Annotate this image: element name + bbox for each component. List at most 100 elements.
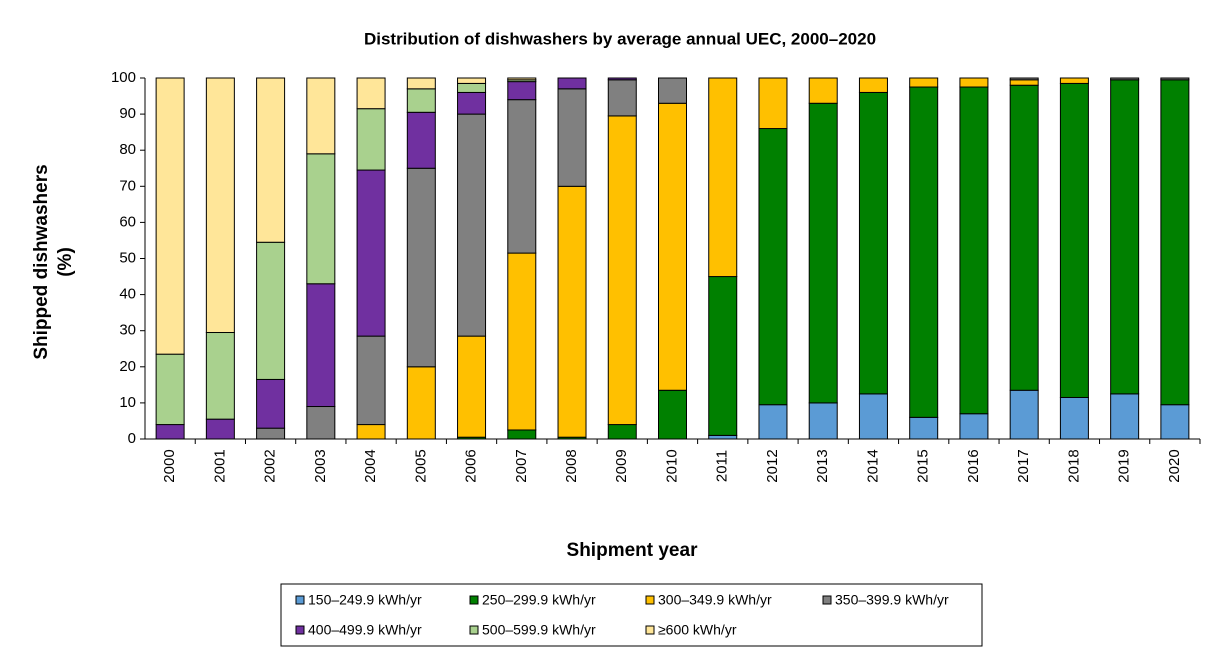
legend-swatch: [645, 595, 655, 605]
legend-swatch: [295, 595, 305, 605]
bar-segment: [1009, 79, 1039, 86]
bar-segment: [808, 102, 838, 404]
bar-segment: [205, 332, 235, 420]
bar-segment: [155, 77, 185, 355]
bar-segment: [1009, 84, 1039, 391]
bar-segment: [758, 77, 788, 130]
x-tick-label: 2016: [965, 449, 982, 482]
bar-segment: [507, 81, 537, 101]
bar-segment: [858, 393, 888, 440]
y-tick-label: 30: [119, 322, 136, 339]
y-tick-label: 60: [119, 213, 136, 230]
bar-segment: [457, 77, 487, 84]
bar-segment: [205, 418, 235, 440]
bar-segment: [256, 427, 286, 440]
bar-segment: [1059, 396, 1089, 440]
bar-segment: [406, 111, 436, 169]
x-axis-title: Shipment year: [567, 540, 699, 561]
bar-segment: [858, 77, 888, 93]
x-tick-label: 2004: [362, 449, 379, 482]
bar-segment: [256, 77, 286, 243]
y-tick-label: 10: [119, 394, 136, 411]
legend-label: 150–249.9 kWh/yr: [308, 592, 422, 608]
x-tick-label: 2003: [312, 449, 329, 482]
bar-segment: [306, 406, 336, 440]
bar-segment: [356, 108, 386, 171]
bar-segment: [858, 91, 888, 395]
bar-segment: [457, 82, 487, 93]
x-tick-label: 2017: [1015, 449, 1032, 482]
bar-segment: [507, 77, 537, 81]
x-tick-label: 2014: [864, 449, 881, 482]
bar-segment: [256, 378, 286, 429]
bar-segment: [306, 77, 336, 155]
bar-segment: [1160, 404, 1190, 440]
bar-segment: [507, 99, 537, 254]
x-tick-label: 2015: [915, 449, 932, 482]
x-tick-label: 2008: [563, 449, 580, 482]
bar-segment: [356, 424, 386, 440]
y-tick-label: 0: [128, 430, 136, 447]
x-tick-label: 2010: [663, 449, 680, 482]
bar-segment: [356, 77, 386, 110]
bar-segment: [1009, 389, 1039, 440]
bar-segment: [1009, 77, 1039, 81]
bar-segment: [708, 77, 738, 278]
y-tick-label: 40: [119, 286, 136, 303]
bar-segment: [557, 77, 587, 90]
bar-segment: [1110, 77, 1140, 81]
y-axis-title: (%): [55, 247, 76, 277]
bar-segment: [808, 77, 838, 104]
bar-segment: [1059, 77, 1089, 84]
bar-segment: [155, 424, 185, 440]
bar-segment: [909, 77, 939, 88]
legend-label: 250–299.9 kWh/yr: [482, 592, 596, 608]
bar-segment: [1160, 77, 1190, 81]
x-tick-label: 2007: [513, 449, 530, 482]
bar-segment: [658, 102, 687, 391]
y-tick-label: 100: [111, 69, 136, 86]
legend-swatch: [295, 625, 305, 635]
legend-box: [280, 583, 983, 647]
legend-swatch: [469, 625, 479, 635]
bar-segment: [909, 416, 939, 440]
bar-segment: [708, 276, 738, 436]
legend-swatch: [645, 625, 655, 635]
chart-title: Distribution of dishwashers by average a…: [364, 29, 876, 48]
bar-segment: [607, 115, 637, 426]
bar-segment: [808, 402, 838, 440]
legend-label: 300–349.9 kWh/yr: [658, 592, 772, 608]
x-tick-label: 2018: [1065, 449, 1082, 482]
bar-segment: [1110, 79, 1140, 395]
x-tick-label: 2013: [814, 449, 831, 482]
x-tick-label: 2020: [1166, 449, 1183, 482]
bar-segment: [155, 353, 185, 426]
bar-segment: [356, 169, 386, 337]
x-tick-label: 2001: [211, 449, 228, 482]
bar-segment: [406, 77, 436, 90]
bar-segment: [607, 77, 637, 81]
bar-segment: [1059, 82, 1089, 398]
bar-segment: [658, 77, 687, 104]
bar-segment: [708, 434, 738, 440]
legend-swatch: [469, 595, 479, 605]
bar-segment: [457, 113, 487, 337]
bar-segment: [356, 335, 386, 426]
y-tick-label: 70: [119, 177, 136, 194]
x-tick-label: 2000: [161, 449, 178, 482]
x-tick-label: 2006: [463, 449, 480, 482]
bar-segment: [406, 167, 436, 368]
legend-label: ≥600 kWh/yr: [658, 622, 737, 638]
bar-segment: [457, 91, 487, 115]
legend-label: 350–399.9 kWh/yr: [835, 592, 949, 608]
bar-segment: [758, 404, 788, 440]
legend-swatch: [822, 595, 832, 605]
bar-segment: [406, 88, 436, 113]
bar-segment: [306, 283, 336, 408]
x-tick-label: 2019: [1116, 449, 1133, 482]
bar-segment: [959, 77, 989, 88]
x-tick-label: 2005: [412, 449, 429, 482]
legend-label: 400–499.9 kWh/yr: [308, 622, 422, 638]
bar-segment: [557, 185, 587, 438]
